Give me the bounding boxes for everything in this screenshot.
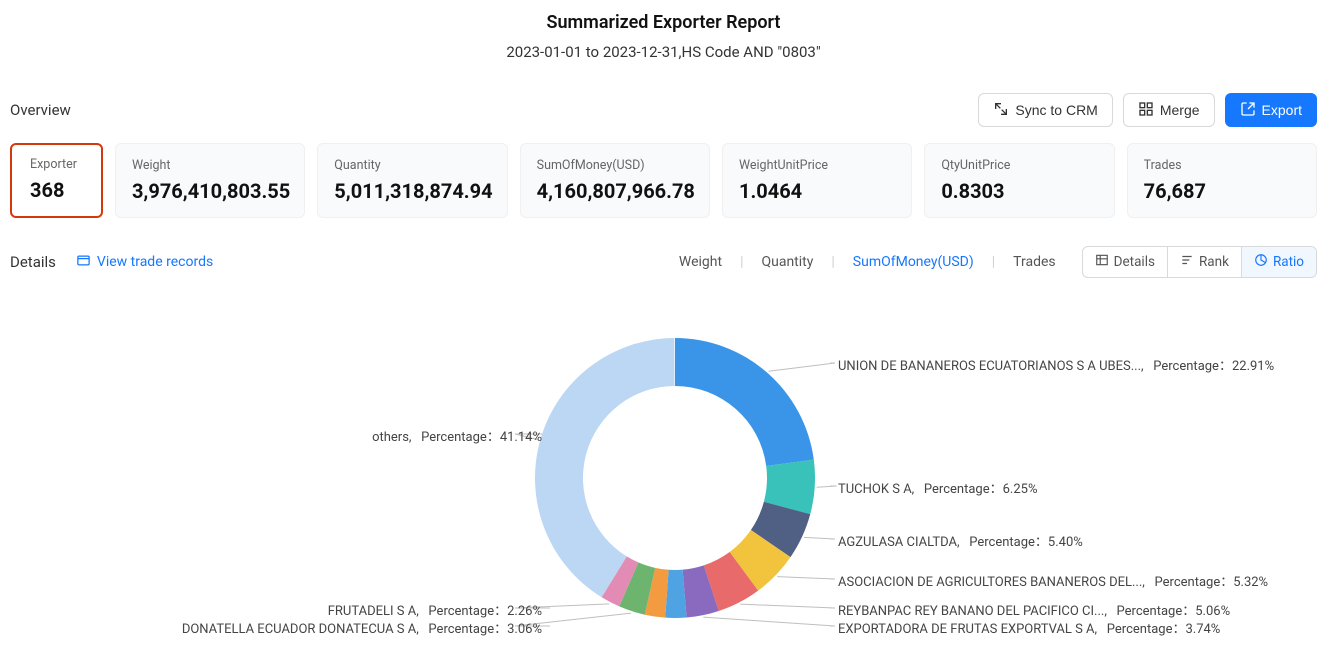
stat-label: Quantity [334,158,490,173]
records-icon [76,253,91,272]
ratio-icon [1254,253,1268,271]
stat-label: WeightUnitPrice [739,158,895,173]
donut-chart: UNION DE BANANEROS ECUATORIANOS S A UBES… [10,288,1317,648]
stat-label: SumOfMoney(USD) [537,158,693,173]
stat-value: 3,976,410,803.55 [132,179,288,203]
stat-card[interactable]: Weight 3,976,410,803.55 [115,143,305,218]
chart-slice-label: DONATELLA ECUADOR DONATECUA S A, Percent… [182,618,542,637]
stat-card[interactable]: QtyUnitPrice 0.8303 [924,143,1114,218]
export-button[interactable]: Export [1225,93,1317,127]
chart-slice-label: others, Percentage：41.14% [372,426,542,445]
divider: | [831,254,834,270]
chart-slice-label: FRUTADELI S A, Percentage：2.26% [328,600,542,619]
page-title: Summarized Exporter Report [10,12,1317,33]
view-toggle-details[interactable]: Details [1083,247,1168,277]
merge-icon [1138,101,1154,120]
stat-card[interactable]: Exporter 368 [10,143,103,218]
stat-label: Exporter [30,157,77,172]
export-icon [1240,101,1256,120]
filter-item[interactable]: Trades [1013,254,1055,270]
stat-card[interactable]: Trades 76,687 [1127,143,1317,218]
page-subtitle: 2023-01-01 to 2023-12-31,HS Code AND "08… [10,43,1317,61]
stat-value: 4,160,807,966.78 [537,179,693,203]
donut-slice[interactable] [535,338,675,597]
filter-item[interactable]: Quantity [761,254,813,270]
chart-slice-label: EXPORTADORA DE FRUTAS EXPORTVAL S A, Per… [838,618,1220,637]
chart-slice-label: UNION DE BANANEROS ECUATORIANOS S A UBES… [838,355,1274,374]
view-toggle-ratio[interactable]: Ratio [1242,247,1316,277]
stat-value: 76,687 [1144,179,1300,203]
divider: | [992,254,995,270]
export-label: Export [1262,102,1302,118]
view-records-label: View trade records [97,254,213,270]
stat-label: Trades [1144,158,1300,173]
stat-value: 368 [30,178,77,202]
view-toggle: Details Rank Ratio [1082,246,1317,278]
view-toggle-label: Details [1114,254,1155,270]
chart-slice-label: ASOCIACION DE AGRICULTORES BANANEROS DEL… [838,571,1268,590]
merge-button[interactable]: Merge [1123,93,1215,127]
toolbar: Sync to CRM Merge Export [978,93,1317,127]
view-trade-records-link[interactable]: View trade records [76,253,213,272]
chart-slice-label: REYBANPAC REY BANANO DEL PACIFICO CI...,… [838,600,1230,619]
details-icon [1095,253,1109,271]
stat-value: 0.8303 [941,179,1097,203]
rank-icon [1180,253,1194,271]
filter-item[interactable]: SumOfMoney(USD) [853,254,974,270]
view-toggle-label: Rank [1199,254,1229,270]
overview-heading: Overview [10,101,71,119]
stat-label: Weight [132,158,288,173]
stat-card[interactable]: WeightUnitPrice 1.0464 [722,143,912,218]
sync-label: Sync to CRM [1015,102,1097,118]
filter-item[interactable]: Weight [679,254,722,270]
view-toggle-label: Ratio [1273,254,1304,270]
donut-slice[interactable] [675,338,814,466]
stat-label: QtyUnitPrice [941,158,1097,173]
chart-slice-label: AGZULASA CIALTDA, Percentage：5.40% [838,531,1083,550]
stat-value: 1.0464 [739,179,895,203]
divider: | [740,254,743,270]
details-heading: Details [10,253,56,271]
stat-value: 5,011,318,874.94 [334,179,490,203]
view-toggle-rank[interactable]: Rank [1168,247,1242,277]
stat-card[interactable]: SumOfMoney(USD) 4,160,807,966.78 [520,143,710,218]
donut-svg [535,338,815,618]
stat-card[interactable]: Quantity 5,011,318,874.94 [317,143,507,218]
merge-label: Merge [1160,102,1200,118]
filters: Weight | Quantity | SumOfMoney(USD) | Trades D… [679,246,1317,278]
sync-icon [993,101,1009,120]
sync-to-crm-button[interactable]: Sync to CRM [978,93,1112,127]
chart-slice-label: TUCHOK S A, Percentage：6.25% [838,478,1037,497]
stats-row: Exporter 368 Weight 3,976,410,803.55 Quantit… [10,143,1317,218]
